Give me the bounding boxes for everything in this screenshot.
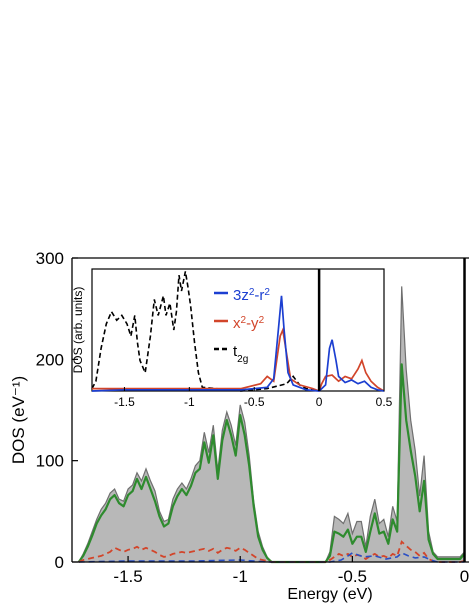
y-axis-label: DOS (eV⁻¹) (9, 376, 28, 464)
total-dos-area (78, 286, 465, 562)
legend-3z2-r2-label: 3z2-r2 (233, 287, 270, 305)
inset-y-axis-label: DOS (arb. units) (71, 287, 85, 374)
x2y2-dos-line (78, 540, 465, 563)
inset-x-tick-label: -1 (184, 395, 195, 409)
x-axis-label: Energy (eV) (287, 586, 372, 603)
y-tick-label: 100 (36, 452, 64, 471)
legend-t2g-label: t2g (233, 343, 248, 365)
y-tick-label: 300 (36, 249, 64, 268)
x-tick-label: -1 (233, 567, 248, 586)
eg-dos-line (77, 363, 466, 564)
inset-x-tick-label: 0 (316, 395, 323, 409)
legend-x2-y2-label: x2-y2 (233, 315, 265, 333)
total-dos-line (78, 286, 465, 563)
inset-x-tick-label: -1.5 (114, 395, 135, 409)
inset-frame (91, 268, 385, 392)
inset-x-tick-label: 0.5 (376, 395, 393, 409)
x-tick-label: 0 (460, 567, 469, 586)
inset-x2y2-line (92, 326, 385, 393)
y-tick-label: 200 (36, 350, 64, 369)
x-tick-label: -0.5 (338, 567, 367, 586)
inset-t2g-line (91, 271, 320, 392)
inset-x-tick-label: -0.5 (244, 395, 265, 409)
z2-dos-line (78, 551, 465, 563)
x-tick-label: -1.5 (113, 567, 142, 586)
y-tick-label: 0 (55, 553, 64, 572)
